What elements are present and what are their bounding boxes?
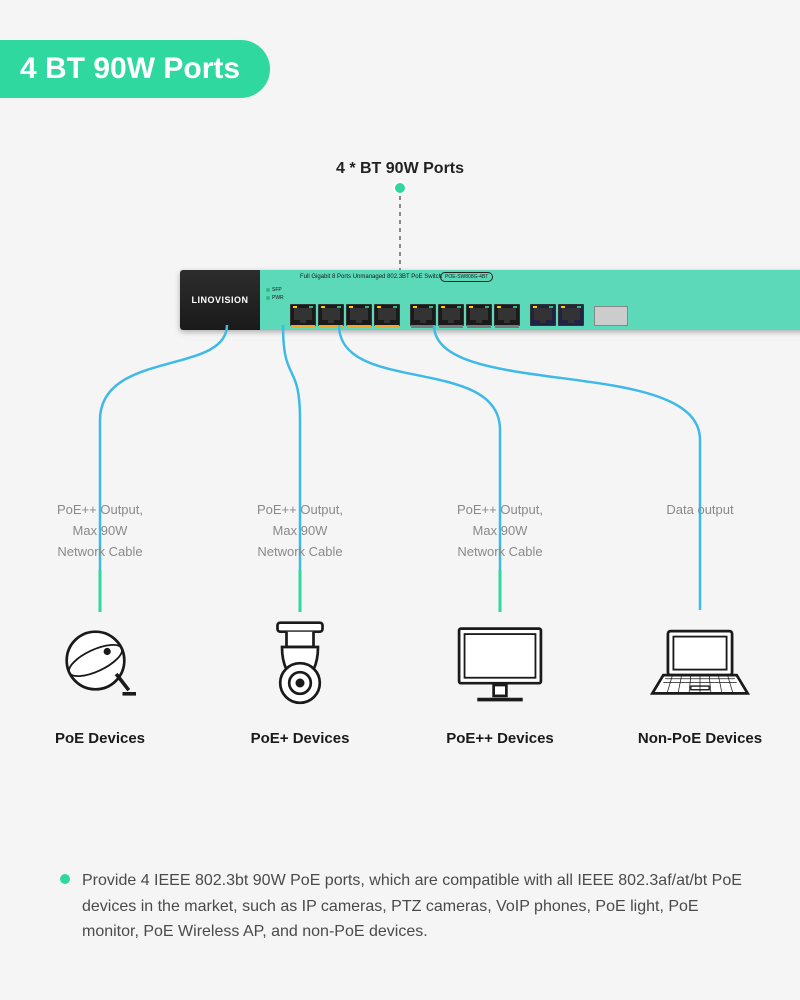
header-badge: 4 BT 90W Ports: [0, 40, 270, 98]
poe-switch: LINOVISION Full Gigabit 8 Ports Unmanage…: [180, 270, 800, 330]
col-label-3: PoE++ Output, Max 90W Network Cable: [400, 500, 600, 562]
callout-label: 4 * BT 90W Ports: [336, 160, 464, 178]
switch-leds: SFP PWR: [266, 286, 284, 302]
port-uplink2: [558, 304, 584, 326]
port-uplink1: [530, 304, 556, 326]
port-p6: [438, 304, 464, 326]
ports-row: [290, 304, 636, 326]
col-label-4: Data output: [600, 500, 800, 562]
device-ptz-camera: [200, 610, 400, 720]
diagram: 4 * BT 90W Ports LINOVISION Full Gigabit…: [0, 120, 800, 820]
device-row: [0, 610, 800, 720]
port-p8: [494, 304, 520, 326]
bullet-dot-icon: [60, 874, 70, 884]
switch-model: POE-SW808G-4BT: [440, 272, 493, 282]
device-name-1: PoE Devices: [0, 730, 200, 747]
device-names: PoE Devices PoE+ Devices PoE++ Devices N…: [0, 730, 800, 747]
device-monitor: [400, 610, 600, 720]
port-p3: [346, 304, 372, 326]
port-p4: [374, 304, 400, 326]
port-p7: [466, 304, 492, 326]
col-label-1: PoE++ Output, Max 90W Network Cable: [0, 500, 200, 562]
col-label-2: PoE++ Output, Max 90W Network Cable: [200, 500, 400, 562]
bullet-text: Provide 4 IEEE 802.3bt 90W PoE ports, wh…: [82, 868, 750, 945]
port-p1: [290, 304, 316, 326]
switch-title: Full Gigabit 8 Ports Unmanaged 802.3BT P…: [300, 274, 442, 280]
footer-bullet: Provide 4 IEEE 802.3bt 90W PoE ports, wh…: [60, 868, 750, 945]
device-name-3: PoE++ Devices: [400, 730, 600, 747]
device-dish: [0, 610, 200, 720]
device-name-2: PoE+ Devices: [200, 730, 400, 747]
port-p5: [410, 304, 436, 326]
port-sfp-x1: [594, 306, 628, 326]
led-sfp: SFP: [272, 287, 282, 293]
header-title: 4 BT 90W Ports: [20, 52, 240, 85]
led-pwr: PWR: [272, 295, 284, 301]
switch-brand: LINOVISION: [180, 270, 260, 330]
column-labels: PoE++ Output, Max 90W Network Cable PoE+…: [0, 500, 800, 562]
device-name-4: Non-PoE Devices: [600, 730, 800, 747]
switch-face: Full Gigabit 8 Ports Unmanaged 802.3BT P…: [260, 270, 800, 330]
device-laptop: [600, 610, 800, 720]
port-p2: [318, 304, 344, 326]
